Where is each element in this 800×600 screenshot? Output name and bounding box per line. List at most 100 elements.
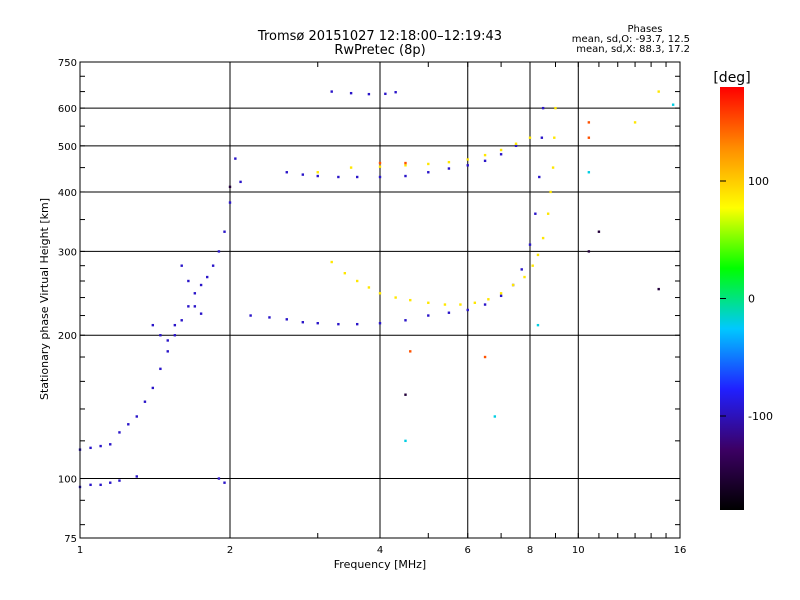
data-point — [367, 286, 371, 289]
data-point — [89, 446, 92, 450]
data-point — [285, 318, 288, 321]
data-point — [99, 444, 102, 448]
data-point — [541, 106, 545, 110]
data-point — [223, 230, 226, 233]
data-point — [118, 479, 121, 482]
data-point — [528, 136, 532, 139]
data-point — [166, 350, 169, 353]
data-point — [193, 305, 197, 308]
data-point — [173, 323, 177, 327]
data-point — [330, 260, 333, 264]
data-point — [538, 175, 541, 179]
data-point — [528, 243, 532, 246]
data-point — [549, 190, 552, 194]
data-point — [378, 175, 382, 179]
data-point — [536, 253, 540, 257]
data-point — [316, 171, 319, 174]
data-point — [99, 483, 102, 487]
data-point — [427, 301, 430, 304]
data-point — [511, 283, 515, 287]
data-point — [187, 305, 190, 308]
data-point — [633, 121, 637, 124]
data-point — [378, 161, 382, 165]
data-point — [404, 319, 407, 322]
colorbar-ticks: -100 0 100 — [720, 175, 773, 423]
data-point — [239, 180, 242, 184]
data-point — [166, 339, 169, 342]
data-point — [404, 174, 407, 178]
data-point — [193, 292, 197, 295]
data-point — [199, 312, 203, 315]
data-point — [301, 321, 305, 324]
data-point — [135, 475, 138, 478]
y-tick-label: 600 — [58, 104, 77, 115]
x-axis-ticks: 1 2 4 6 8 10 16 — [77, 62, 686, 556]
data-point — [301, 173, 305, 176]
data-point — [151, 323, 155, 327]
data-point — [483, 159, 487, 163]
data-point — [499, 292, 503, 295]
x-tick-label: 10 — [572, 545, 585, 556]
data-point — [487, 298, 490, 301]
data-point — [534, 212, 537, 215]
data-point — [657, 90, 660, 93]
data-point — [657, 287, 660, 291]
data-point — [483, 153, 487, 157]
x-axis-label: Frequency [MHz] — [334, 558, 426, 571]
data-point — [180, 319, 183, 322]
data-point — [499, 294, 503, 298]
data-point — [228, 201, 232, 204]
data-point — [249, 314, 252, 317]
data-point — [587, 136, 591, 139]
data-point — [109, 481, 112, 484]
colorbar-tick-label: -100 — [748, 410, 773, 423]
x-tick-label: 6 — [465, 545, 471, 556]
data-point — [199, 283, 203, 287]
data-point — [173, 334, 177, 337]
data-point — [180, 264, 183, 267]
data-point — [135, 415, 138, 418]
phase-stats-heading: Phases — [627, 24, 662, 35]
x-tick-label: 2 — [227, 545, 233, 556]
y-tick-label: 400 — [58, 188, 77, 199]
data-point — [493, 415, 497, 418]
data-point — [443, 303, 447, 306]
data-point — [127, 423, 130, 426]
y-tick-label: 300 — [58, 247, 77, 258]
y-tick-label: 200 — [58, 331, 77, 342]
data-point — [404, 393, 407, 396]
data-point — [459, 303, 462, 306]
data-point — [587, 121, 591, 124]
data-point — [427, 162, 430, 166]
data-point — [285, 171, 288, 174]
data-point — [349, 91, 353, 95]
data-point — [587, 171, 591, 174]
data-point — [394, 91, 397, 94]
data-point — [554, 106, 557, 110]
data-point — [597, 230, 601, 233]
data-point — [553, 136, 556, 139]
data-point — [546, 212, 550, 215]
y-axis-ticks: 75 100 200 300 400 500 600 750 — [58, 58, 680, 545]
data-point — [514, 144, 518, 148]
data-point — [531, 264, 534, 267]
data-point — [536, 323, 540, 327]
y-axis-label: Stationary phase Virtual Height [km] — [38, 198, 51, 400]
data-point — [316, 174, 319, 178]
colorbar-tick-label: 0 — [748, 293, 755, 306]
data-point — [378, 165, 382, 168]
data-point — [367, 92, 371, 96]
data-points — [78, 90, 675, 489]
data-point — [483, 303, 487, 306]
data-point — [427, 314, 430, 317]
data-point — [447, 167, 451, 170]
chart-title: Tromsø 20151027 12:18:00–12:19:43 — [257, 29, 502, 44]
data-point — [151, 386, 155, 390]
data-point — [483, 355, 487, 359]
data-point — [384, 92, 387, 96]
data-point — [355, 322, 359, 326]
data-point — [473, 301, 477, 304]
data-point — [217, 477, 221, 480]
data-point — [228, 185, 232, 189]
data-point — [118, 431, 121, 434]
